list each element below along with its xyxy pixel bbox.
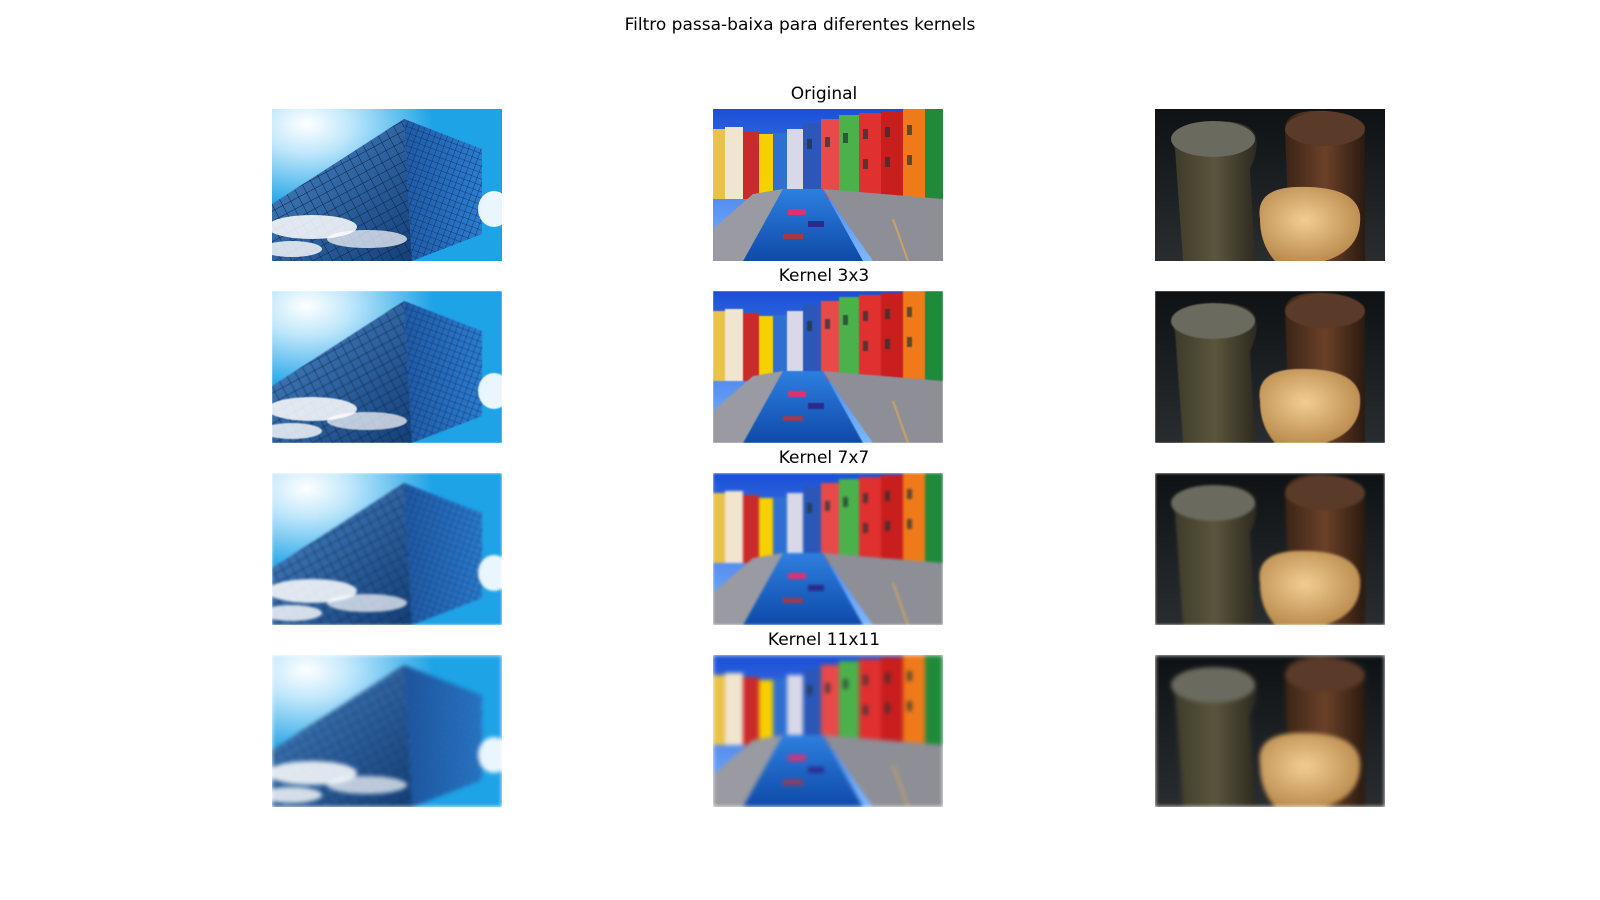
image-glass-building-sky — [272, 291, 502, 443]
image-colorful-canal-houses — [713, 473, 943, 625]
row-title: Kernel 3x3 — [778, 266, 870, 286]
image-dark-pebble-objects — [1155, 109, 1385, 261]
figure-suptitle: Filtro passa-baixa para diferentes kerne… — [624, 15, 976, 35]
image-colorful-canal-houses — [713, 655, 943, 807]
image-colorful-canal-houses — [713, 291, 943, 443]
image-glass-building-sky — [272, 473, 502, 625]
row-title: Kernel 11x11 — [767, 630, 881, 650]
row-title: Original — [790, 84, 858, 104]
image-glass-building-sky — [272, 109, 502, 261]
image-dark-pebble-objects — [1155, 473, 1385, 625]
image-colorful-canal-houses — [713, 109, 943, 261]
image-dark-pebble-objects — [1155, 291, 1385, 443]
image-glass-building-sky — [272, 655, 502, 807]
image-dark-pebble-objects — [1155, 655, 1385, 807]
row-title: Kernel 7x7 — [778, 448, 870, 468]
